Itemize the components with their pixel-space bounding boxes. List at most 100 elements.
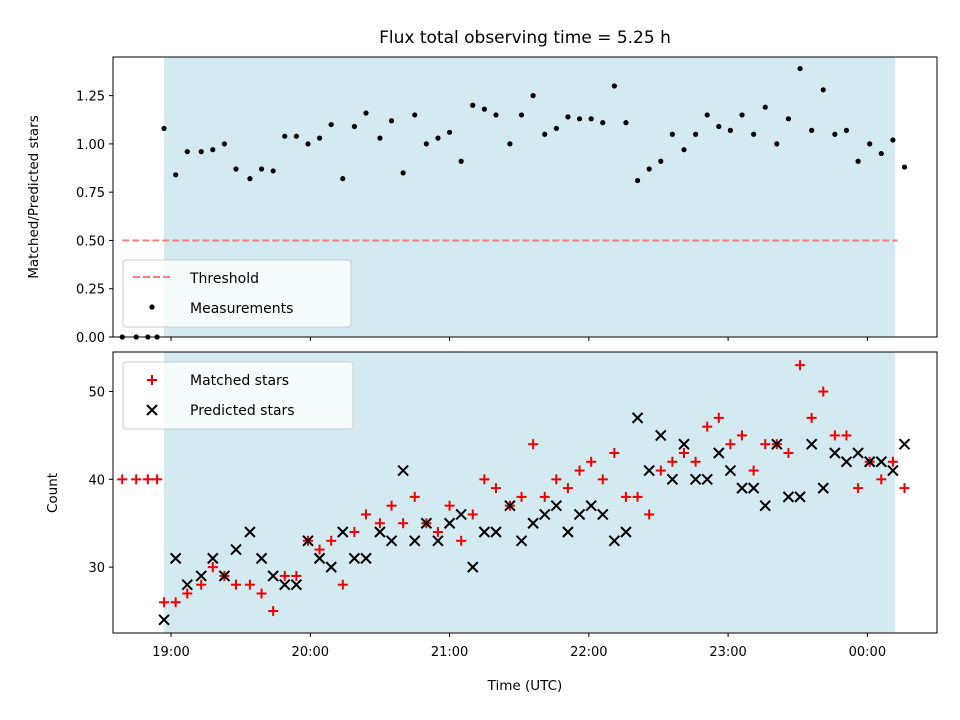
measurement-point (716, 123, 722, 130)
matched-star-point (268, 606, 279, 617)
predicted-star-point (805, 438, 818, 450)
top-axes-frame (112, 56, 938, 338)
measurement-point (646, 166, 652, 172)
measurement-point (507, 141, 513, 147)
matched-star-point (655, 465, 666, 476)
threshold-legend-label: Threshold (189, 271, 259, 287)
measurement-point (233, 166, 239, 172)
x-tick-label: 00:00 (849, 645, 886, 660)
predicted-star-point (585, 499, 597, 512)
matched-star-point (620, 491, 631, 502)
matched-star-point (586, 456, 597, 467)
predicted-star-point (771, 438, 783, 450)
predicted-star-point (550, 499, 563, 512)
measurement-point (553, 125, 559, 132)
measurement-point (161, 125, 167, 132)
predicted-star-point (724, 464, 737, 477)
predicted-star-point (169, 552, 182, 565)
predicted-star-point (207, 552, 219, 565)
x-tick-label: 22:00 (570, 645, 607, 660)
y-tick-label: 0.75 (76, 186, 105, 201)
bottom-y-axis-label: Count (45, 473, 61, 513)
y-tick-label: 30 (88, 561, 105, 576)
predicted-star-point (759, 499, 771, 512)
measurement-point (600, 120, 606, 126)
measurement-point (669, 131, 675, 137)
measurement-point (762, 104, 768, 110)
predicted-star-point (244, 526, 256, 538)
predicted-star-point (302, 535, 314, 547)
predicted-star-point (736, 482, 748, 494)
matched-star-point (713, 412, 724, 423)
predicted-star-point (385, 535, 398, 547)
measurement-point (797, 65, 803, 72)
matched-star-point (279, 570, 290, 581)
predicted-star-point (863, 456, 876, 468)
measurement-point (293, 133, 299, 139)
matched-star-point (142, 474, 153, 485)
predicted-star-point (678, 438, 690, 450)
measurement-point (173, 172, 179, 178)
predicted-star-point (397, 464, 409, 477)
measurement-point (470, 102, 476, 108)
matched-star-point (409, 491, 420, 502)
matched-star-point (829, 430, 840, 441)
predicted-star-point (218, 570, 231, 582)
predicted-star-point (620, 526, 632, 538)
measurement-point (623, 120, 629, 126)
measurement-point (855, 158, 861, 164)
predicted-star-point (348, 552, 361, 565)
predicted-star-point (409, 535, 421, 547)
bottom-x-ticks: 19:00 20:00 21:00 22:00 23:00 00:00 (152, 633, 886, 660)
predicted-star-point (279, 578, 291, 591)
matched-star-point (551, 474, 562, 485)
matched-star-point (349, 527, 360, 538)
matched-star-point (490, 483, 501, 494)
measurement-point (198, 149, 204, 155)
measurement-point (458, 158, 464, 164)
predicted-star-point (504, 499, 516, 512)
matched-star-point (314, 544, 325, 555)
matched-star-point (760, 439, 771, 450)
matched-star-point (432, 527, 443, 538)
measurement-point (704, 112, 710, 118)
measurement-point (611, 83, 617, 89)
measurement-point (316, 135, 323, 141)
measurement-point (820, 87, 826, 93)
predicted-star-point (794, 491, 806, 503)
predicted-star-point (573, 508, 586, 521)
measurement-point (493, 112, 499, 118)
matched-star-point (231, 579, 242, 590)
matched-star-point (152, 474, 163, 485)
predicted-star-point (432, 535, 444, 547)
matched-star-point (574, 465, 585, 476)
predicted-star-point (747, 482, 760, 494)
matched-star-point (170, 597, 181, 608)
matched-star-point (562, 483, 573, 494)
matched-star-point (528, 439, 539, 450)
predicted-star-point (666, 473, 679, 486)
measurement-point (210, 147, 216, 153)
bottom-y-ticks: 30 40 50 (88, 386, 113, 576)
matched-star-point (818, 386, 829, 397)
matched-star-point (256, 588, 267, 599)
bottom-axes-frame (112, 351, 938, 634)
measurement-point (576, 116, 583, 122)
top-legend: Threshold Measurements (122, 259, 352, 328)
bottom-legend-box (122, 361, 354, 430)
measurement-point (363, 110, 369, 116)
measurement-point (727, 127, 734, 133)
predicted-star-point (689, 473, 702, 486)
matched-star-point (876, 474, 887, 485)
measurement-point (774, 141, 780, 147)
matched-star-point (467, 509, 478, 520)
measurement-point (681, 147, 687, 153)
predicted-star-point (181, 578, 193, 591)
matched-star-point (456, 535, 467, 546)
y-tick-label: 0.50 (76, 234, 105, 249)
measurement-point (340, 176, 346, 182)
predicted-star-point (829, 447, 841, 459)
measurement-point (878, 150, 884, 157)
y-tick-label: 1.25 (76, 90, 105, 105)
